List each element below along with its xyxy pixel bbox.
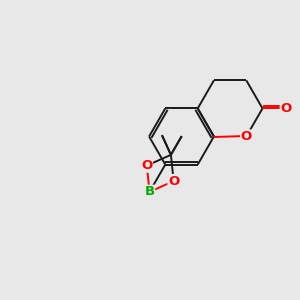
Text: O: O <box>280 102 292 115</box>
Text: O: O <box>168 175 179 188</box>
Text: B: B <box>145 185 154 198</box>
Text: O: O <box>241 130 252 143</box>
Text: O: O <box>141 159 152 172</box>
